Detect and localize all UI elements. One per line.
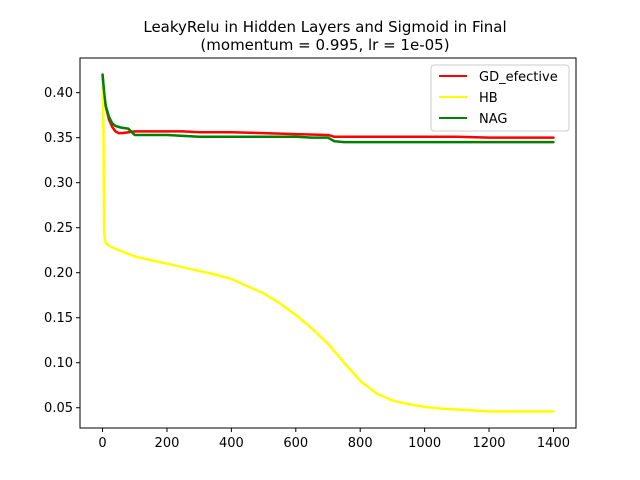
x-tick-label: 1000: [408, 436, 441, 451]
y-tick-label: 0.05: [44, 401, 73, 416]
legend-label-hb: HB: [479, 91, 498, 106]
legend-label-nag: NAG: [479, 112, 507, 127]
series-line-hb: [101, 73, 555, 413]
x-tick-label: 1400: [537, 436, 570, 451]
x-tick-label: 800: [348, 436, 373, 451]
chart-subtitle: (momentum = 0.995, lr = 1e-05): [200, 36, 449, 54]
x-tick-label: 0: [98, 436, 106, 451]
x-tick-label: 600: [283, 436, 308, 451]
legend-box: [430, 64, 570, 132]
y-tick-label: 0.20: [44, 266, 73, 281]
y-axis: 0.05 0.10 0.15 0.20 0.25 0.30 0.35 0.40: [44, 86, 80, 416]
series-layer: [101, 73, 555, 413]
y-tick-label: 0.25: [44, 221, 73, 236]
x-tick-label: 1200: [472, 436, 505, 451]
chart-title: LeakyRelu in Hidden Layers and Sigmoid i…: [143, 18, 506, 36]
legend: GD_efective HB NAG: [430, 64, 570, 132]
y-tick-label: 0.35: [44, 131, 73, 146]
y-tick-label: 0.30: [44, 176, 73, 191]
plot-frame: [79, 57, 577, 429]
y-tick-label: 0.40: [44, 86, 73, 101]
x-tick-label: 400: [219, 436, 244, 451]
y-tick-label: 0.15: [44, 311, 73, 326]
series-line-nag: [101, 73, 555, 144]
y-tick-label: 0.10: [44, 356, 73, 371]
legend-label-gd-efective: GD_efective: [479, 70, 558, 85]
x-axis: 0 200 400 600 800 1000 1200 1400: [98, 428, 570, 451]
x-tick-label: 200: [155, 436, 180, 451]
series-line-gd-efective: [101, 73, 555, 139]
